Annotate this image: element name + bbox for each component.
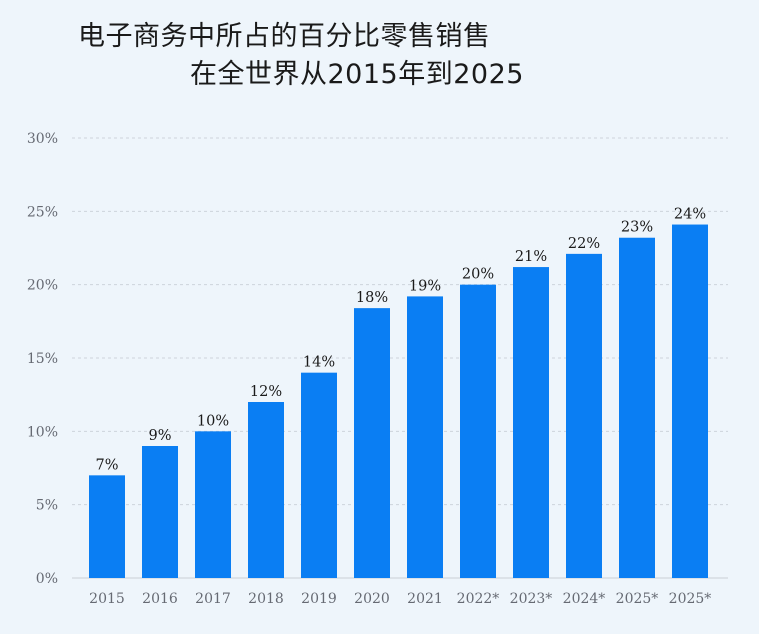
- x-tick-label: 2022*: [457, 591, 500, 607]
- bar: [460, 284, 496, 578]
- bars: [89, 224, 708, 579]
- bar: [407, 296, 443, 578]
- y-tick-label: 15%: [27, 351, 58, 367]
- bar-value-label: 21%: [515, 249, 547, 265]
- bar-value-label: 10%: [197, 413, 229, 429]
- x-tick-label: 2018: [248, 591, 284, 607]
- x-tick-label: 2024*: [563, 591, 606, 607]
- chart-title-line-2: 在全世界从2015年到2025: [190, 59, 524, 90]
- bar: [89, 475, 125, 578]
- x-tick-label: 2019: [301, 591, 337, 607]
- bar-value-label: 14%: [303, 355, 335, 371]
- bar: [619, 237, 655, 578]
- bar-value-label: 7%: [95, 457, 118, 473]
- y-axis: 0% 5% 10% 15% 20% 25% 30%: [27, 131, 58, 587]
- x-tick-label: 2016: [142, 591, 178, 607]
- bar: [248, 402, 284, 578]
- x-tick-label: 2023*: [510, 591, 553, 607]
- bar: [354, 308, 390, 578]
- bar-value-label: 19%: [409, 278, 441, 294]
- chart-title-line-1: 电子商务中所占的百分比零售销售: [78, 21, 491, 52]
- bar: [142, 446, 178, 578]
- x-tick-label: 2020: [354, 591, 390, 607]
- data-labels: 7% 9% 10% 12% 14% 18% 19% 20% 21% 22% 23% 24%: [95, 207, 706, 474]
- bar-value-label: 22%: [568, 236, 600, 252]
- bar: [301, 372, 337, 578]
- bar-value-label: 9%: [148, 428, 171, 444]
- y-tick-label: 0%: [36, 571, 58, 587]
- y-tick-label: 25%: [27, 204, 58, 220]
- bar-value-label: 23%: [621, 220, 653, 236]
- bar-value-label: 12%: [250, 384, 282, 400]
- y-tick-label: 5%: [36, 498, 58, 514]
- y-tick-label: 30%: [27, 131, 58, 147]
- grid-layer: [72, 137, 728, 579]
- bar: [195, 431, 231, 578]
- bar-value-label: 24%: [674, 207, 706, 223]
- y-tick-label: 20%: [27, 278, 58, 294]
- bar: [566, 253, 602, 578]
- x-tick-label: 2015: [89, 591, 125, 607]
- x-tick-label: 2021: [407, 591, 443, 607]
- bar-value-label: 20%: [462, 267, 494, 283]
- x-tick-label: 2017: [195, 591, 231, 607]
- y-tick-label: 10%: [27, 424, 58, 440]
- bar: [672, 224, 708, 579]
- x-tick-label: 2025*: [669, 591, 712, 607]
- bar-value-label: 18%: [356, 290, 388, 306]
- x-tick-label: 2025*: [616, 591, 659, 607]
- bar: [513, 267, 549, 578]
- x-axis: 2015 2016 2017 2018 2019 2020 2021 2022* 2023* 20…: [89, 591, 711, 607]
